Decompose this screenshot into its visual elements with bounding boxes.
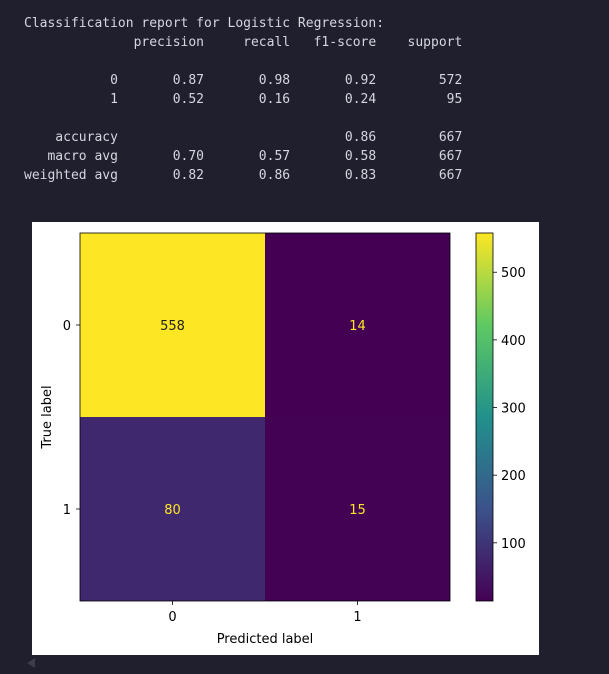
cm-frame bbox=[79, 232, 451, 602]
colorbar-tick-label-100: 100 bbox=[501, 537, 526, 552]
x-tick-label-0: 0 bbox=[168, 610, 176, 625]
y-axis-label: True label bbox=[40, 385, 55, 449]
classification-report: Classification report for Logistic Regre… bbox=[24, 16, 463, 183]
colorbar-tick-label-500: 500 bbox=[501, 266, 526, 281]
colorbar-frame bbox=[475, 232, 494, 602]
cm-cell-label-0-0: 558 bbox=[160, 319, 185, 334]
cm-cell-0-1 bbox=[265, 233, 450, 417]
cm-cell-label-1-1: 15 bbox=[349, 503, 366, 518]
colorbar-gradient bbox=[476, 233, 493, 601]
confusion-matrix-figure: 558 14 80 15 0 1 0 1 Predicted label True label … bbox=[32, 222, 539, 655]
cm-cell-1-0 bbox=[80, 417, 265, 601]
cm-cell-label-1-0: 80 bbox=[164, 503, 181, 518]
y-tick-label-0: 0 bbox=[63, 319, 71, 334]
colorbar-tick-label-300: 300 bbox=[501, 402, 526, 417]
cm-cell-0-0 bbox=[80, 233, 265, 417]
cm-cell-label-0-1: 14 bbox=[349, 319, 366, 334]
scroll-left-icon[interactable] bbox=[27, 658, 35, 668]
y-tick-label-1: 1 bbox=[63, 503, 71, 518]
cm-cell-1-1 bbox=[265, 417, 450, 601]
colorbar-tick-label-400: 400 bbox=[501, 334, 526, 349]
colorbar-tick-label-200: 200 bbox=[501, 469, 526, 484]
x-axis-label: Predicted label bbox=[217, 632, 314, 647]
x-tick-label-1: 1 bbox=[353, 610, 361, 625]
